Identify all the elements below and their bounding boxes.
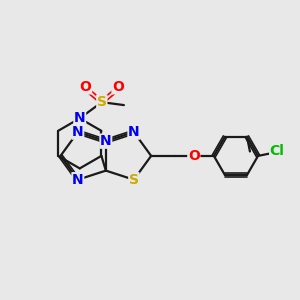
Text: O: O	[80, 80, 92, 94]
Text: N: N	[72, 125, 84, 139]
Text: N: N	[128, 125, 140, 139]
Text: N: N	[72, 173, 84, 187]
Text: N: N	[100, 134, 112, 148]
Text: S: S	[129, 173, 139, 187]
Text: O: O	[112, 80, 124, 94]
Text: O: O	[188, 149, 200, 163]
Text: S: S	[97, 95, 107, 109]
Text: Cl: Cl	[270, 145, 285, 158]
Text: N: N	[74, 111, 85, 125]
